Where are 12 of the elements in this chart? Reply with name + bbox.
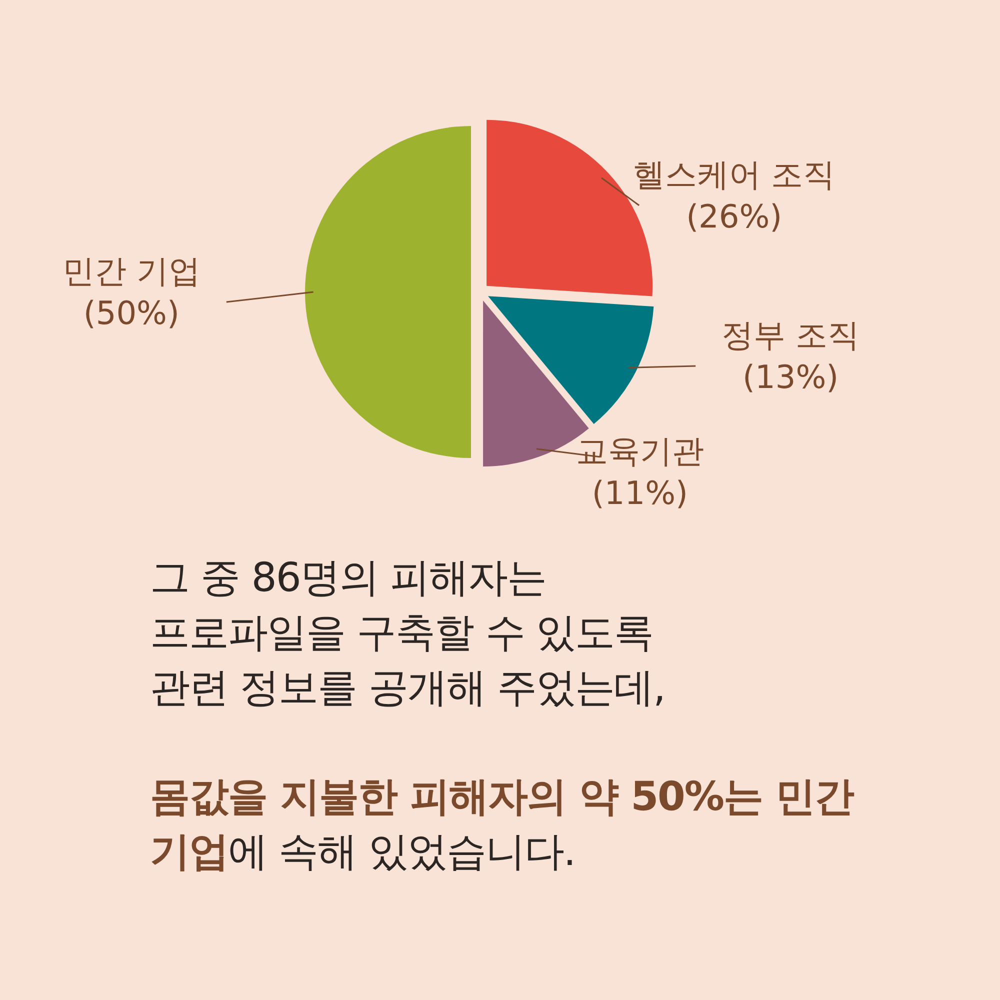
slice-label: 정부 조직 (722, 316, 860, 354)
data-label: (50%) (83, 294, 180, 332)
text: 그 중 86명의 피해자는 (150, 554, 546, 603)
data-label: (26%) (686, 197, 782, 236)
slice-label: 교육기관 (576, 432, 704, 470)
text: 몸값을 지불한 피해자의 약 50%는 민간 기업에 속해 있었습니다. (150, 773, 855, 877)
slice-label: 민간 기업 (62, 252, 200, 290)
data-label: (11%) (592, 474, 688, 512)
slice-label: 헬스케어 조직 (633, 155, 836, 194)
text: 관련 정보를 공개해 주었는데, (150, 664, 665, 713)
data-label: (13%) (742, 358, 839, 396)
text: 프로파일을 구축할 수 있도록 (150, 609, 654, 658)
